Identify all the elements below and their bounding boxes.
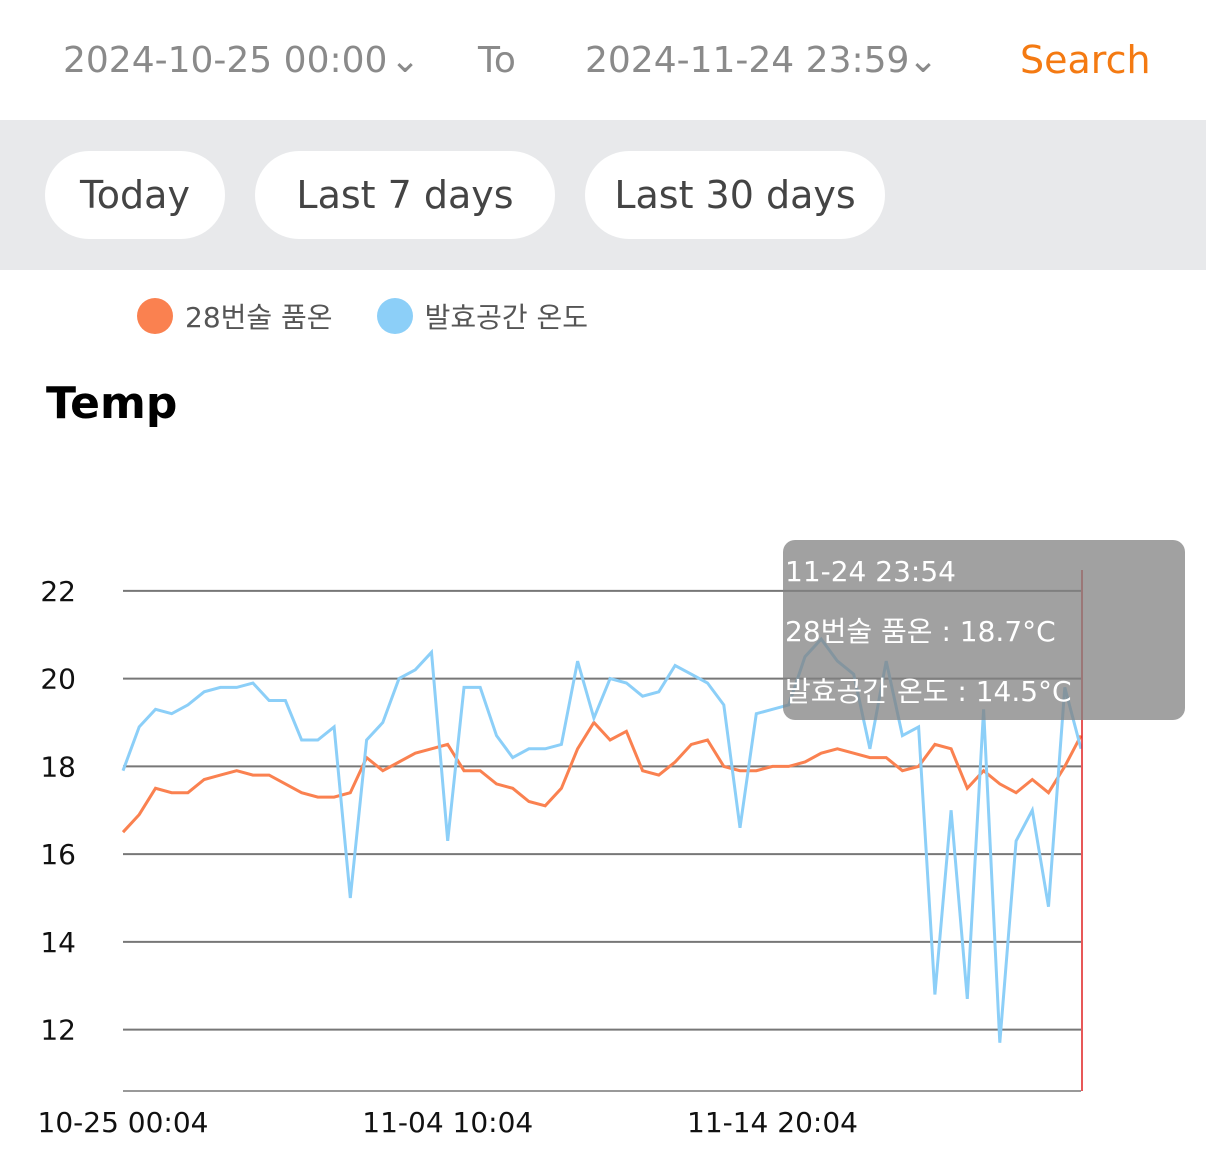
tooltip-box — [783, 540, 1185, 720]
legend-item[interactable]: 발효공간 온도 — [376, 296, 589, 336]
chevron[interactable]: ⌄ — [390, 40, 421, 81]
y-tick-label: 20 — [40, 663, 76, 696]
range-bar: Today Last 7 days Last 30 days — [0, 120, 1206, 270]
from-date[interactable]: 2024-10-25 00:00 — [63, 40, 388, 81]
range-button[interactable]: Last 30 days — [585, 151, 885, 239]
range-button[interactable]: Last 7 days — [255, 151, 555, 239]
chart-title: Temp — [46, 378, 178, 429]
series-line — [121, 720, 1083, 834]
y-tick-label: 12 — [40, 1014, 76, 1047]
date-bar: 2024-10-25 00:00 ⌄ To 2024-11-24 23:59 ⌄… — [0, 0, 1206, 120]
x-tick-label: 11-04 10:04 — [362, 1106, 533, 1139]
legend-dot — [137, 298, 173, 334]
search-button[interactable]: Search — [1020, 38, 1151, 82]
x-tick-label: 11-14 20:04 — [687, 1106, 858, 1139]
y-tick-label: 16 — [40, 838, 76, 871]
chart: 12 14 16 18 20 22 10-25 00:04 11-04 10:04 11-14 … — [38, 540, 1185, 1139]
legend: 28번술 품온 발효공간 온도 — [137, 296, 588, 336]
tooltip-line: 발효공간 온도 : 14.5°C — [785, 675, 1072, 708]
tooltip-line: 28번술 품온 : 18.7°C — [785, 615, 1056, 648]
series-line — [121, 636, 1083, 1043]
to-label: To — [478, 40, 516, 81]
legend-item[interactable]: 28번술 품온 — [137, 296, 333, 336]
x-tick-label: 10-25 00:04 — [38, 1106, 209, 1139]
y-tick-label: 18 — [40, 750, 76, 783]
range-button[interactable]: Today — [45, 151, 225, 239]
y-tick-label: 14 — [40, 926, 76, 959]
legend-dot — [376, 298, 413, 334]
chevron[interactable]: ⌄ — [908, 40, 939, 81]
to-date[interactable]: 2024-11-24 23:59 — [585, 40, 910, 81]
legend-label: 28번술 품온 — [185, 301, 333, 334]
legend-label: 발효공간 온도 — [424, 301, 589, 334]
y-tick-label: 22 — [40, 575, 76, 608]
tooltip-time: 11-24 23:54 — [785, 555, 956, 588]
